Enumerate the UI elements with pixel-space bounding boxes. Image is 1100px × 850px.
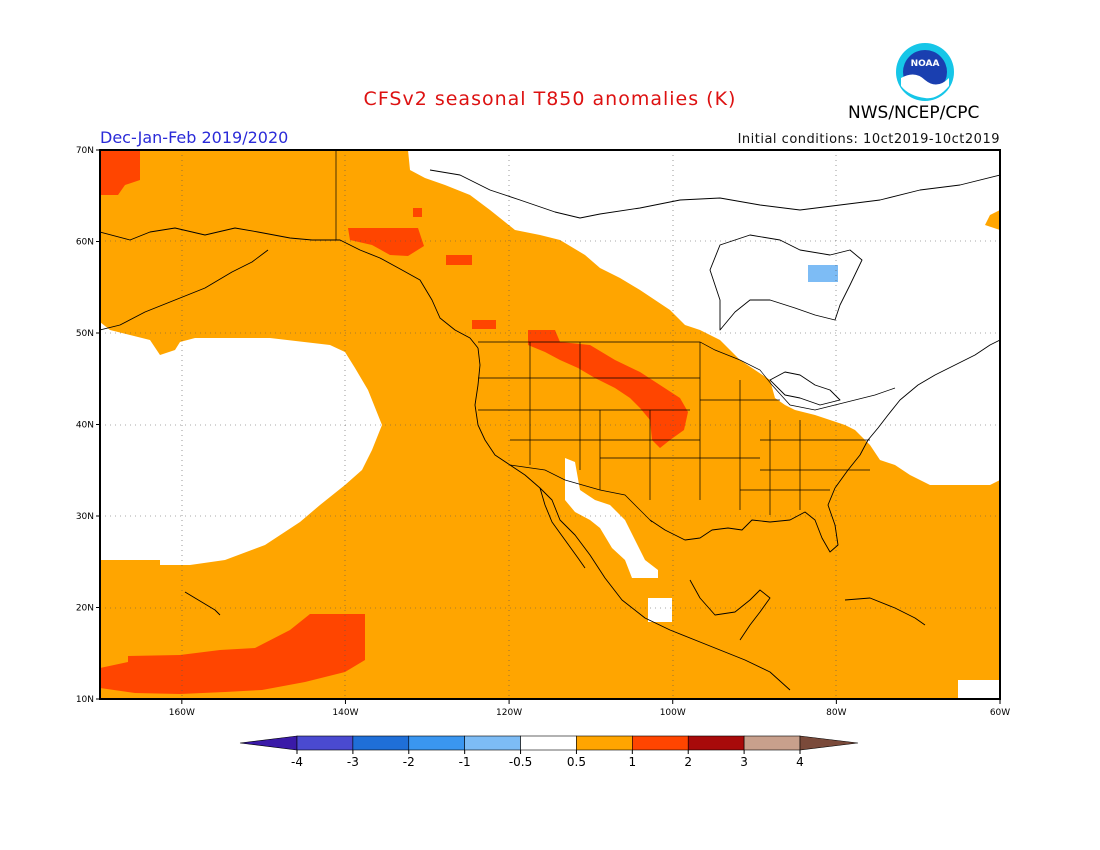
longitude-tick-labels: 160W 140W 120W 100W 80W 60W <box>169 699 1010 718</box>
lon-tick-label: 160W <box>169 708 195 718</box>
coastline-arctic <box>429 169 1000 219</box>
coastline-great-lakes <box>769 371 841 406</box>
colorbar-label: 3 <box>740 755 748 769</box>
anomaly-region-neutral-pacific <box>100 322 382 565</box>
anomaly-region-neutral-caribbean <box>958 680 1000 699</box>
anomaly-region-warm-alaska <box>100 150 140 195</box>
colorbar-swatch <box>632 735 689 751</box>
anomaly-region-warm-bc-c <box>413 208 422 217</box>
colorbar: -4 -3 -2 -1 -0.5 0.5 1 2 3 4 <box>239 735 859 769</box>
lat-tick-label: 60N <box>76 238 94 248</box>
coastline-hudson <box>709 234 863 331</box>
anomaly-region-cool-hudson <box>808 265 838 282</box>
coastline-gulf <box>649 487 839 553</box>
noaa-logo: NOAA <box>896 43 954 101</box>
political-boundaries <box>335 150 896 523</box>
colorbar-label: 4 <box>796 755 804 769</box>
colorbar-label: 1 <box>629 755 637 769</box>
lat-tick-label: 10N <box>76 695 94 705</box>
colorbar-swatch <box>464 735 521 751</box>
anomaly-region-warm-bc-b <box>472 320 496 329</box>
colorbar-swatch <box>408 735 465 751</box>
colorbar-label: -0.5 <box>509 755 532 769</box>
latitude-tick-labels: 10N 20N 30N 40N 50N 60N 70N <box>76 146 100 705</box>
coastline-cuba <box>844 597 926 626</box>
coastlines <box>100 169 1000 691</box>
colorbar-swatch <box>296 735 354 751</box>
lat-tick-label: 30N <box>76 512 94 522</box>
anomaly-region-warm-tropical-pacific <box>100 614 365 694</box>
anomaly-region-warm-yukon <box>348 228 424 256</box>
map-title: CFSv2 seasonal T850 anomalies (K) <box>363 88 737 110</box>
lat-tick-label: 40N <box>76 421 94 431</box>
lon-tick-label: 120W <box>496 708 522 718</box>
colorbar-label: -1 <box>459 755 471 769</box>
anomaly-region-neutral-mexico <box>565 458 658 578</box>
agency-label: NWS/NCEP/CPC <box>848 103 980 123</box>
colorbar-label: -2 <box>403 755 415 769</box>
coastline-hawaii <box>184 591 221 616</box>
colorbar-swatch <box>743 735 801 751</box>
colorbar-label: 0.5 <box>567 755 586 769</box>
initial-conditions-label: Initial conditions: 10ct2019-10ct2019 <box>737 132 1000 147</box>
colorbar-swatch <box>576 735 633 751</box>
anomaly-region-neutral-canada <box>408 150 1000 485</box>
lon-tick-label: 80W <box>826 708 846 718</box>
lon-tick-label: 100W <box>660 708 686 718</box>
colorbar-swatch <box>520 735 577 751</box>
colorbar-low-cap <box>239 735 298 751</box>
colorbar-label: -4 <box>291 755 303 769</box>
lat-tick-label: 20N <box>76 604 94 614</box>
colorbar-high-cap <box>799 735 859 751</box>
anomaly-region-warm-bc-a <box>446 255 472 265</box>
colorbar-label: 2 <box>684 755 692 769</box>
coastline-west <box>474 347 791 691</box>
anomaly-region-neutral-mexico-small <box>648 598 672 622</box>
lon-tick-label: 140W <box>332 708 358 718</box>
season-label: Dec-Jan-Feb 2019/2020 <box>100 128 289 147</box>
coastline-aleutians <box>100 249 269 331</box>
anomaly-region-warm-plains <box>528 330 688 448</box>
colorbar-swatch <box>352 735 410 751</box>
coastline-yucatan <box>689 579 771 641</box>
colorbar-label: -3 <box>347 755 359 769</box>
coastline-baja <box>539 487 586 569</box>
lat-tick-label: 70N <box>76 146 94 156</box>
lat-tick-label: 50N <box>76 329 94 339</box>
colorbar-swatch <box>687 735 745 751</box>
noaa-logo-text: NOAA <box>911 59 940 69</box>
coastline-east <box>834 339 1000 489</box>
coastline-alaska <box>100 227 479 349</box>
lon-tick-label: 60W <box>990 708 1010 718</box>
